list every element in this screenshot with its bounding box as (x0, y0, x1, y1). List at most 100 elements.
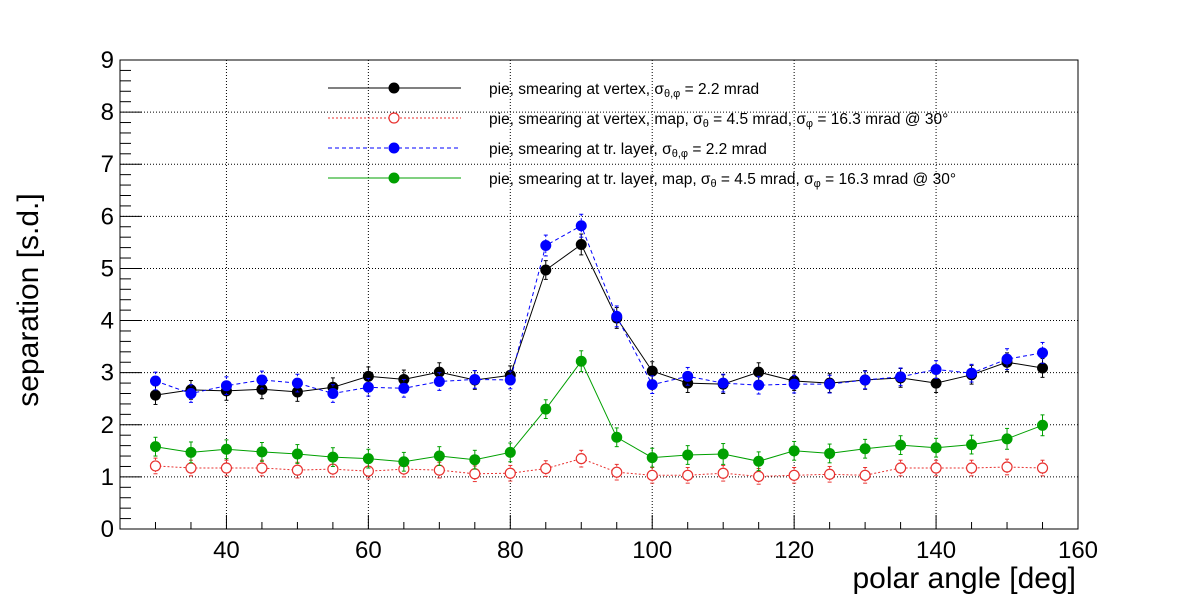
x-tick-label: 80 (497, 537, 524, 564)
legend-entry: pie, smearing at tr. layer, σθ,φ = 2.2 m… (328, 141, 767, 160)
data-point (966, 439, 978, 451)
data-point (682, 449, 694, 461)
x-axis-label: polar angle [deg] (852, 562, 1076, 595)
data-point (149, 460, 162, 472)
data-point (469, 373, 481, 385)
y-tick-label: 2 (101, 412, 114, 439)
data-point (504, 446, 516, 458)
data-point (540, 462, 552, 475)
data-point (717, 377, 729, 389)
x-tick-label: 40 (213, 537, 240, 564)
y-tick-label: 0 (101, 516, 114, 543)
data-point (1001, 353, 1013, 365)
data-point (1037, 347, 1049, 359)
data-point (575, 238, 587, 250)
data-point (256, 374, 268, 386)
data-point (362, 370, 374, 382)
legend-label: pie, smearing at vertex, σθ,φ = 2.2 mrad (489, 81, 759, 100)
legend-entry: pie, smearing at vertex, map, σθ = 4.5 m… (328, 111, 948, 130)
data-point (327, 388, 339, 400)
data-point (433, 376, 445, 388)
data-point (753, 366, 765, 378)
data-point (859, 374, 871, 386)
data-point (1001, 433, 1013, 445)
data-point (930, 442, 942, 454)
data-point (611, 466, 623, 478)
data-point (1037, 419, 1049, 431)
data-point (859, 469, 871, 481)
data-point (1036, 462, 1049, 474)
y-tick-label: 9 (101, 47, 114, 74)
data-point (824, 468, 836, 480)
series-line (155, 360, 1043, 463)
data-point (362, 381, 374, 393)
data-point (220, 380, 232, 392)
data-point (646, 452, 658, 464)
y-tick-label: 6 (101, 203, 114, 230)
x-tick-label: 160 (1058, 537, 1098, 564)
data-point (149, 441, 161, 453)
data-point (611, 310, 623, 322)
y-tick-label: 4 (101, 308, 114, 335)
data-point (185, 446, 197, 458)
legend-label: pie, smearing at tr. layer, σθ,φ = 2.2 m… (489, 141, 767, 160)
plot-frame (119, 59, 1079, 530)
legend-marker (388, 142, 400, 154)
data-point (469, 468, 481, 480)
data-point (291, 448, 303, 460)
data-point (930, 462, 942, 474)
legend-label: pie, smearing at tr. layer, map, σθ = 4.… (489, 171, 956, 190)
data-point (256, 446, 268, 458)
y-tick-label: 8 (101, 99, 114, 126)
y-tick-label: 1 (101, 464, 114, 491)
axis-ticks: 0 1 2 3 4 5 6 7 8 9 40 60 80 100 120 140 160 (101, 47, 1098, 564)
data-point (646, 379, 658, 391)
data-point (149, 375, 161, 387)
legend-entry: pie, smearing at vertex, σθ,φ = 2.2 mrad (328, 81, 759, 100)
data-point (220, 462, 233, 474)
data-point (965, 462, 978, 474)
data-point (717, 467, 729, 479)
data-point (220, 443, 232, 455)
legend-entry: pie, smearing at tr. layer, map, σθ = 4.… (328, 171, 956, 190)
data-point (966, 367, 978, 379)
data-point (753, 470, 765, 482)
data-point (149, 389, 161, 401)
data-point (717, 448, 729, 460)
data-point (362, 453, 374, 465)
data-point (894, 462, 907, 474)
x-tick-label: 100 (632, 537, 672, 564)
data-point (398, 382, 410, 394)
legend-label: pie, smearing at vertex, map, σθ = 4.5 m… (489, 111, 948, 130)
data-point (504, 467, 516, 479)
data-point (824, 378, 836, 390)
data-point (859, 443, 871, 455)
data-point (895, 439, 907, 451)
data-point (930, 364, 942, 376)
data-point (788, 445, 800, 457)
data-point (930, 377, 942, 389)
data-point (575, 453, 587, 465)
data-point (256, 462, 268, 474)
data-point (469, 454, 481, 466)
data-point (611, 431, 623, 443)
legend-marker (388, 112, 400, 124)
data-point (753, 379, 765, 391)
data-point (788, 378, 800, 390)
y-tick-label: 3 (101, 360, 114, 387)
data-point (895, 371, 907, 383)
series-3 (149, 213, 1049, 403)
series-2 (149, 449, 1049, 485)
data-point (824, 447, 836, 459)
data-point (540, 240, 552, 252)
data-point (504, 374, 516, 386)
data-point (327, 451, 339, 463)
data-point (291, 377, 303, 389)
data-point (433, 464, 445, 476)
data-point (185, 388, 197, 400)
y-tick-label: 7 (101, 151, 114, 178)
data-point (1037, 362, 1049, 374)
data-point (682, 469, 694, 481)
data-point (575, 355, 587, 367)
